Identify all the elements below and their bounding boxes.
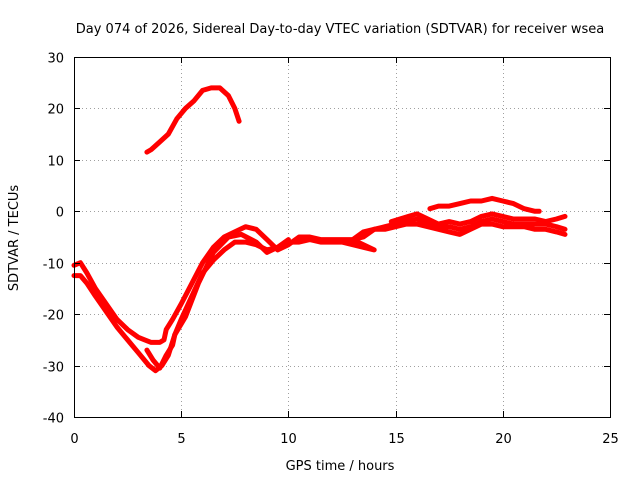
series-line-track-e — [427, 195, 542, 214]
x-tick-label: 10 — [280, 432, 297, 447]
axis-ticks — [74, 57, 611, 418]
y-tick-label: -20 — [43, 309, 64, 324]
plot-frame — [74, 57, 611, 418]
y-tick-label: -30 — [43, 361, 64, 376]
series-line-track-d — [144, 85, 242, 155]
x-tick-label: 25 — [602, 432, 619, 447]
y-tick-label: -10 — [43, 258, 64, 273]
x-tick-label: 15 — [388, 432, 405, 447]
y-tick-labels: -40 -30 -20 -10 0 10 20 30 — [43, 52, 64, 427]
y-axis-label: SDTVAR / TECUs — [7, 185, 22, 292]
x-tick-label: 5 — [177, 432, 185, 447]
y-tick-label: -40 — [43, 412, 64, 427]
y-tick-label: 20 — [47, 103, 64, 118]
y-tick-label: 30 — [47, 52, 64, 67]
x-tick-label: 20 — [495, 432, 512, 447]
x-tick-labels: 0 5 10 15 20 25 — [70, 432, 618, 447]
series-line-track-c — [144, 231, 291, 371]
data-series — [71, 85, 568, 374]
y-tick-label: 0 — [56, 206, 64, 221]
series-line-track-f — [388, 211, 568, 227]
chart-title: Day 074 of 2026, Sidereal Day-to-day VTE… — [76, 22, 605, 37]
x-tick-label: 0 — [70, 432, 78, 447]
y-tick-label: 10 — [47, 155, 64, 170]
x-axis-label: GPS time / hours — [286, 459, 395, 474]
series-line-track-b — [71, 221, 568, 374]
